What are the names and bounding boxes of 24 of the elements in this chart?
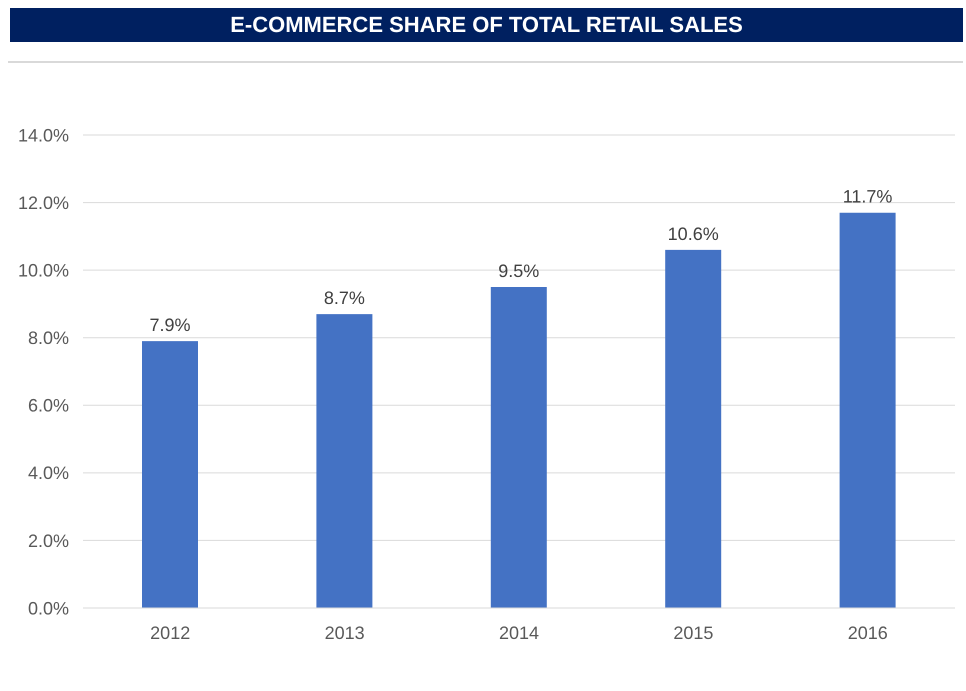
y-tick-label: 8.0% (28, 328, 69, 348)
y-tick-label: 4.0% (28, 463, 69, 484)
x-tick-label: 2014 (498, 622, 540, 643)
x-tick-label: 2015 (673, 622, 714, 643)
y-tick-label: 0.0% (28, 598, 69, 618)
x-tick-label: 2016 (848, 622, 888, 643)
data-label: 7.9% (149, 315, 191, 336)
bar (142, 341, 198, 608)
chart-title: E-COMMERCE SHARE OF TOTAL RETAIL SALES (10, 8, 963, 42)
bar (490, 287, 547, 608)
bar (840, 212, 896, 608)
x-tick-label: 2012 (150, 622, 190, 643)
bar (316, 314, 372, 608)
bar (665, 250, 722, 608)
y-tick-label: 2.0% (28, 530, 69, 551)
y-tick-label: 12.0% (18, 192, 69, 213)
y-tick-label: 10.0% (18, 260, 69, 281)
x-tick-label: 2013 (324, 622, 365, 643)
y-tick-label: 14.0% (18, 125, 69, 146)
y-tick-label: 6.0% (28, 396, 69, 416)
data-label: 10.6% (668, 224, 719, 244)
data-label: 9.5% (498, 261, 540, 282)
data-label: 11.7% (842, 186, 892, 207)
data-label: 8.7% (324, 288, 365, 308)
